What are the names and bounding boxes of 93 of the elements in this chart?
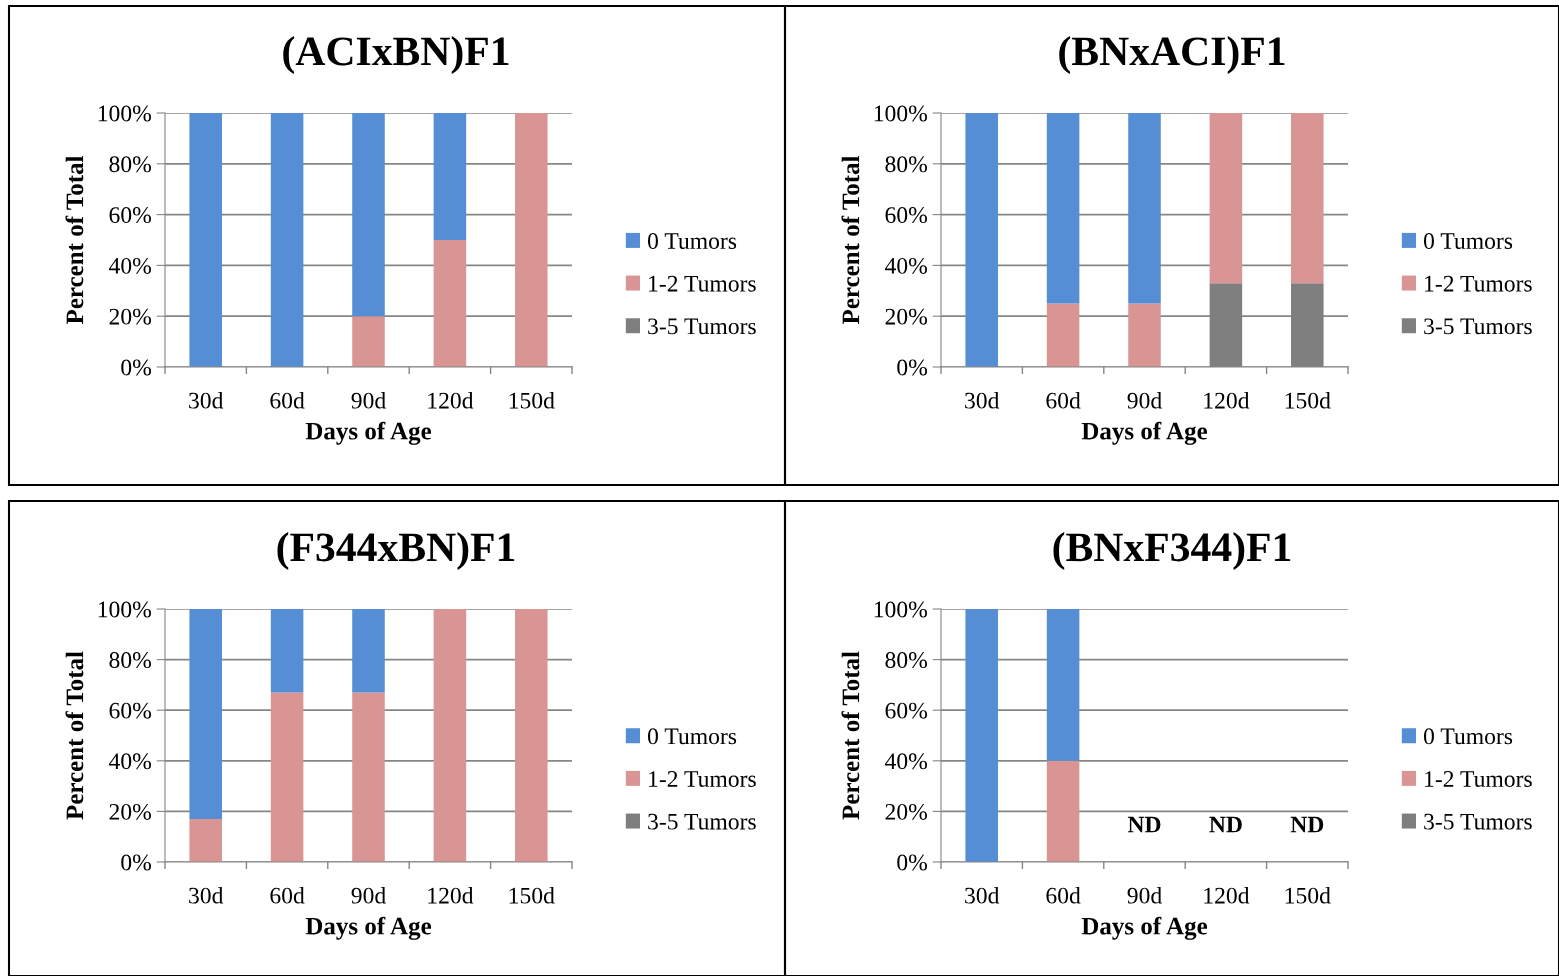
legend-label: 3-5 Tumors: [648, 318, 756, 335]
bar: [1209, 113, 1243, 284]
y-axis-title: Percent of Total: [841, 155, 860, 325]
y-tick-label: 60%: [109, 702, 151, 719]
y-tick-label: 40%: [108, 753, 151, 770]
x-tick-label: 90d: [1127, 887, 1162, 904]
bar: [433, 609, 467, 862]
x-tick-label: 120d: [1204, 392, 1250, 409]
x-tick-label: 30d: [965, 392, 1000, 409]
bar: [965, 113, 998, 367]
y-tick-label: 0%: [121, 854, 151, 871]
x-tick-label: 60d: [1046, 392, 1081, 409]
x-tick-label: 30d: [189, 392, 224, 409]
bar: [189, 113, 222, 367]
legend-label: 1-2 Tumors: [649, 275, 756, 292]
bar: [1291, 113, 1324, 284]
bar: [515, 113, 548, 367]
bar: [1046, 113, 1080, 304]
x-axis-title: Days of Age: [1081, 916, 1208, 940]
x-tick-label: 60d: [270, 392, 305, 409]
legend-label: 1-2 Tumors: [1425, 771, 1532, 787]
annotation: ND: [1127, 816, 1161, 833]
annotation: ND: [1209, 816, 1242, 833]
x-axis-title: Days of Age: [1081, 421, 1208, 445]
y-tick-label: 100%: [98, 105, 151, 122]
y-tick-label: 0%: [897, 359, 927, 376]
bar: [270, 692, 304, 862]
x-tick-label: 90d: [351, 392, 386, 409]
y-tick-label: 100%: [874, 105, 927, 122]
y-axis-title: Percent of Total: [65, 651, 84, 820]
bar: [1128, 113, 1161, 304]
y-tick-label: 20%: [109, 308, 151, 325]
bar: [189, 609, 222, 819]
annotation: ND: [1290, 816, 1324, 833]
x-tick-label: 150d: [509, 392, 555, 409]
x-tick-label: 120d: [428, 392, 474, 409]
bar: [433, 113, 467, 240]
bar: [1046, 303, 1080, 367]
legend-label: 0 Tumors: [647, 728, 737, 745]
legend-label: 3-5 Tumors: [648, 813, 756, 830]
chart-title: (F344xBN)F1: [277, 532, 515, 570]
y-tick-label: 60%: [109, 207, 151, 224]
x-tick-label: 150d: [509, 887, 555, 904]
y-tick-label: 80%: [885, 652, 927, 669]
y-tick-label: 20%: [885, 803, 927, 820]
y-axis-title: Percent of Total: [65, 155, 84, 325]
y-tick-label: 40%: [108, 257, 151, 274]
x-tick-label: 60d: [270, 887, 305, 904]
x-tick-label: 120d: [428, 887, 474, 904]
legend-label: 1-2 Tumors: [1425, 275, 1532, 292]
legend-label: 0 Tumors: [1423, 728, 1513, 745]
y-tick-label: 0%: [897, 854, 927, 871]
bar: [433, 240, 467, 367]
y-tick-label: 80%: [109, 156, 151, 173]
y-tick-label: 20%: [109, 803, 151, 820]
bar: [1128, 303, 1161, 367]
bar: [352, 113, 385, 317]
y-tick-label: 20%: [885, 308, 927, 325]
bar: [270, 113, 304, 367]
y-tick-label: 60%: [885, 702, 927, 719]
x-tick-label: 30d: [965, 887, 1000, 904]
x-tick-label: 90d: [1127, 392, 1162, 409]
legend-label: 3-5 Tumors: [1424, 318, 1532, 335]
y-tick-label: 40%: [884, 753, 927, 770]
bar: [515, 609, 548, 862]
y-tick-label: 40%: [884, 257, 927, 274]
bar: [352, 692, 385, 862]
legend-label: 0 Tumors: [647, 233, 737, 249]
chart-title: (ACIxBN)F1: [283, 36, 509, 74]
chart-title: (BNxACI)F1: [1059, 36, 1285, 74]
legend-label: 1-2 Tumors: [649, 771, 756, 787]
bar: [189, 818, 222, 862]
bar: [270, 609, 304, 693]
x-axis-title: Days of Age: [305, 421, 432, 445]
y-axis-title: Percent of Total: [841, 651, 860, 820]
y-tick-label: 0%: [121, 359, 151, 376]
chart-title: (BNxF344)F1: [1053, 532, 1291, 570]
x-tick-label: 30d: [189, 887, 224, 904]
y-tick-label: 80%: [885, 156, 927, 173]
x-tick-label: 150d: [1285, 392, 1331, 409]
y-tick-label: 100%: [874, 601, 927, 618]
x-tick-label: 150d: [1285, 887, 1331, 904]
x-tick-label: 120d: [1204, 887, 1250, 904]
legend-label: 0 Tumors: [1423, 233, 1513, 249]
x-tick-label: 90d: [351, 887, 386, 904]
x-tick-label: 60d: [1046, 887, 1081, 904]
legend-label: 3-5 Tumors: [1424, 813, 1532, 830]
y-tick-label: 100%: [98, 601, 151, 618]
bar: [352, 316, 385, 367]
y-tick-label: 60%: [885, 207, 927, 224]
x-axis-title: Days of Age: [305, 916, 432, 940]
bar: [352, 609, 385, 693]
y-tick-label: 80%: [109, 652, 151, 669]
